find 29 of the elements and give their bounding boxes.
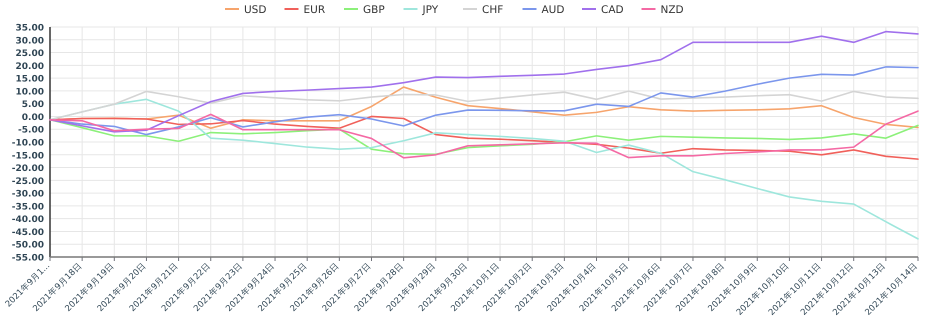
y-tick-label: 30.00 xyxy=(16,36,44,46)
y-tick-label: 10.00 xyxy=(16,87,44,98)
y-tick-label: 15.00 xyxy=(16,74,44,85)
legend-label: GBP xyxy=(363,4,385,16)
y-tick-label: 5.00 xyxy=(22,100,44,110)
y-tick-label: -30.00 xyxy=(12,190,44,200)
line-series xyxy=(49,90,919,121)
line-series xyxy=(49,30,919,133)
y-tick-label: -10.00 xyxy=(12,138,44,148)
legend-label: CHF xyxy=(482,4,504,16)
legend-label: USD xyxy=(244,4,266,16)
legend-label: JPY xyxy=(422,4,439,16)
y-tick-label: -35.00 xyxy=(12,202,44,212)
y-tick-label: 25.00 xyxy=(16,49,44,60)
legend-label: EUR xyxy=(304,4,326,16)
y-tick-label: -25.00 xyxy=(12,176,44,187)
y-tick-label: 35.00 xyxy=(16,24,44,34)
y-tick-label: -40.00 xyxy=(12,215,44,226)
y-tick-label: -15.00 xyxy=(12,151,44,162)
y-tick-label: 0.00 xyxy=(22,112,44,123)
y-tick-label: -55.00 xyxy=(12,254,44,264)
legend-label: CAD xyxy=(601,4,624,16)
y-tick-label: -50.00 xyxy=(12,240,44,251)
y-tick-label: -5.00 xyxy=(18,126,44,136)
y-tick-label: 20.00 xyxy=(16,62,44,72)
legend-label: NZD xyxy=(660,4,684,16)
y-tick-label: -45.00 xyxy=(12,228,44,238)
y-tick-label: -20.00 xyxy=(12,164,44,174)
legend-label: AUD xyxy=(542,4,564,16)
